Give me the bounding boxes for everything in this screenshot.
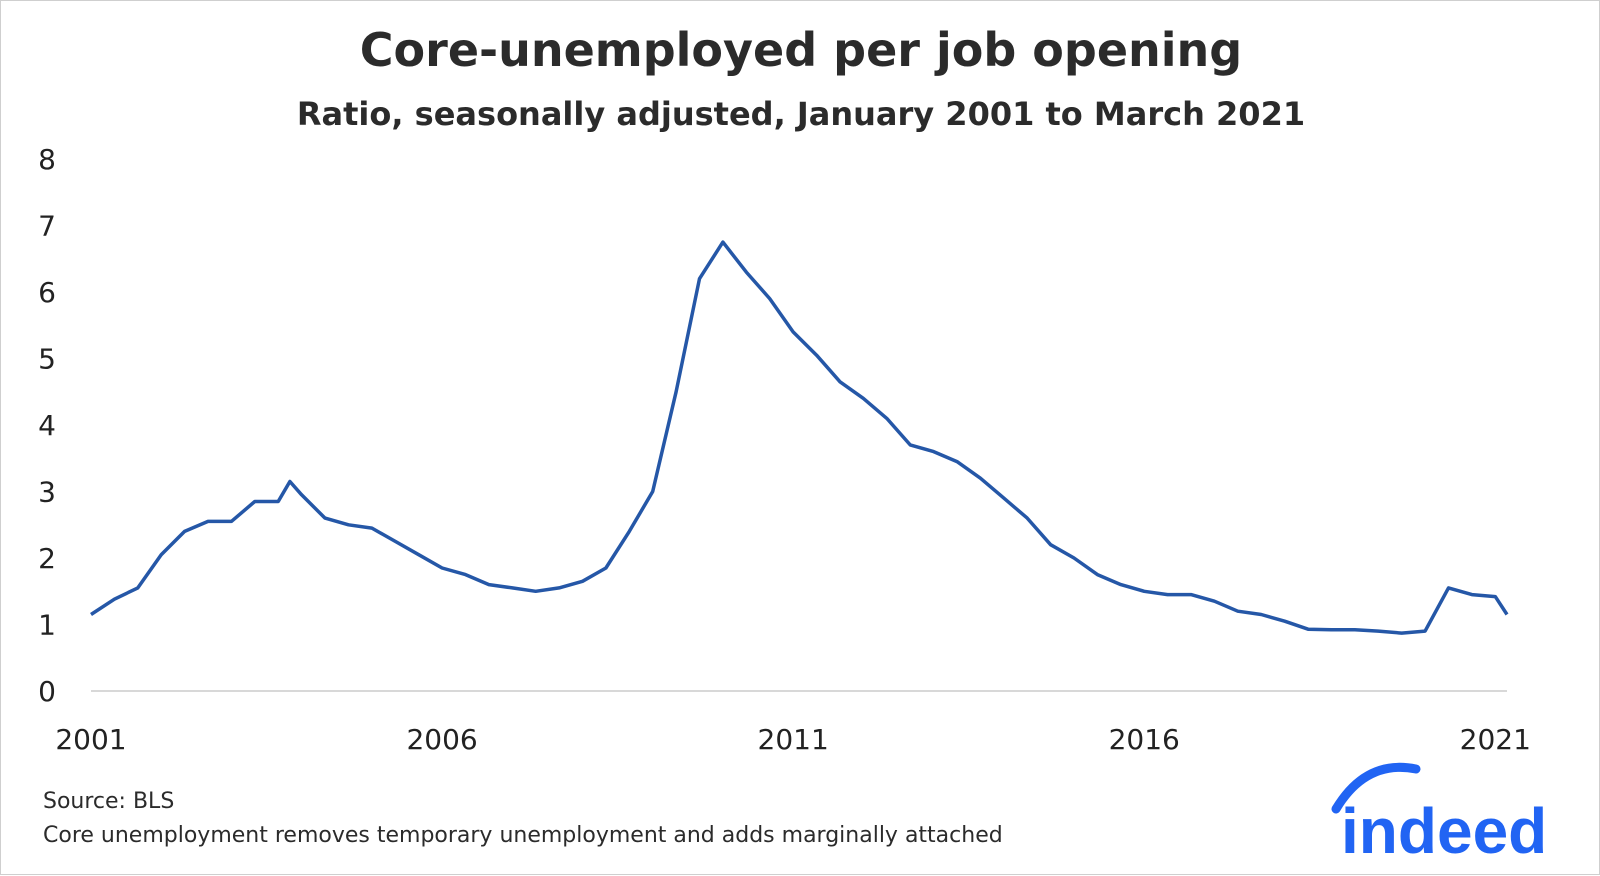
y-tick-label: 3 — [38, 476, 56, 509]
indeed-logo-arc — [1331, 762, 1421, 814]
x-tick-label: 2021 — [1460, 723, 1531, 756]
chart-subtitle: Ratio, seasonally adjusted, January 2001… — [296, 95, 1306, 133]
x-tick-label: 2006 — [406, 723, 477, 756]
indeed-logo: indeed — [1331, 762, 1547, 861]
y-tick-label: 6 — [38, 276, 56, 309]
y-tick-label: 2 — [38, 542, 56, 575]
y-tick-label: 1 — [38, 609, 56, 642]
y-tick-label: 4 — [38, 409, 56, 442]
x-tick-label: 2016 — [1109, 723, 1180, 756]
definition-note: Core unemployment removes temporary unem… — [43, 823, 1003, 848]
series-line — [90, 240, 1509, 635]
x-tick-label: 2001 — [55, 723, 126, 756]
y-tick-label: 7 — [38, 210, 56, 243]
source-note: Source: BLS — [43, 789, 175, 814]
chart-title: Core-unemployed per job opening — [359, 23, 1243, 77]
x-tick-label: 2011 — [758, 723, 829, 756]
y-tick-label: 0 — [38, 675, 56, 708]
indeed-logo-text: indeed — [1341, 795, 1547, 861]
y-tick-label: 5 — [38, 343, 56, 376]
y-tick-label: 8 — [38, 143, 56, 176]
